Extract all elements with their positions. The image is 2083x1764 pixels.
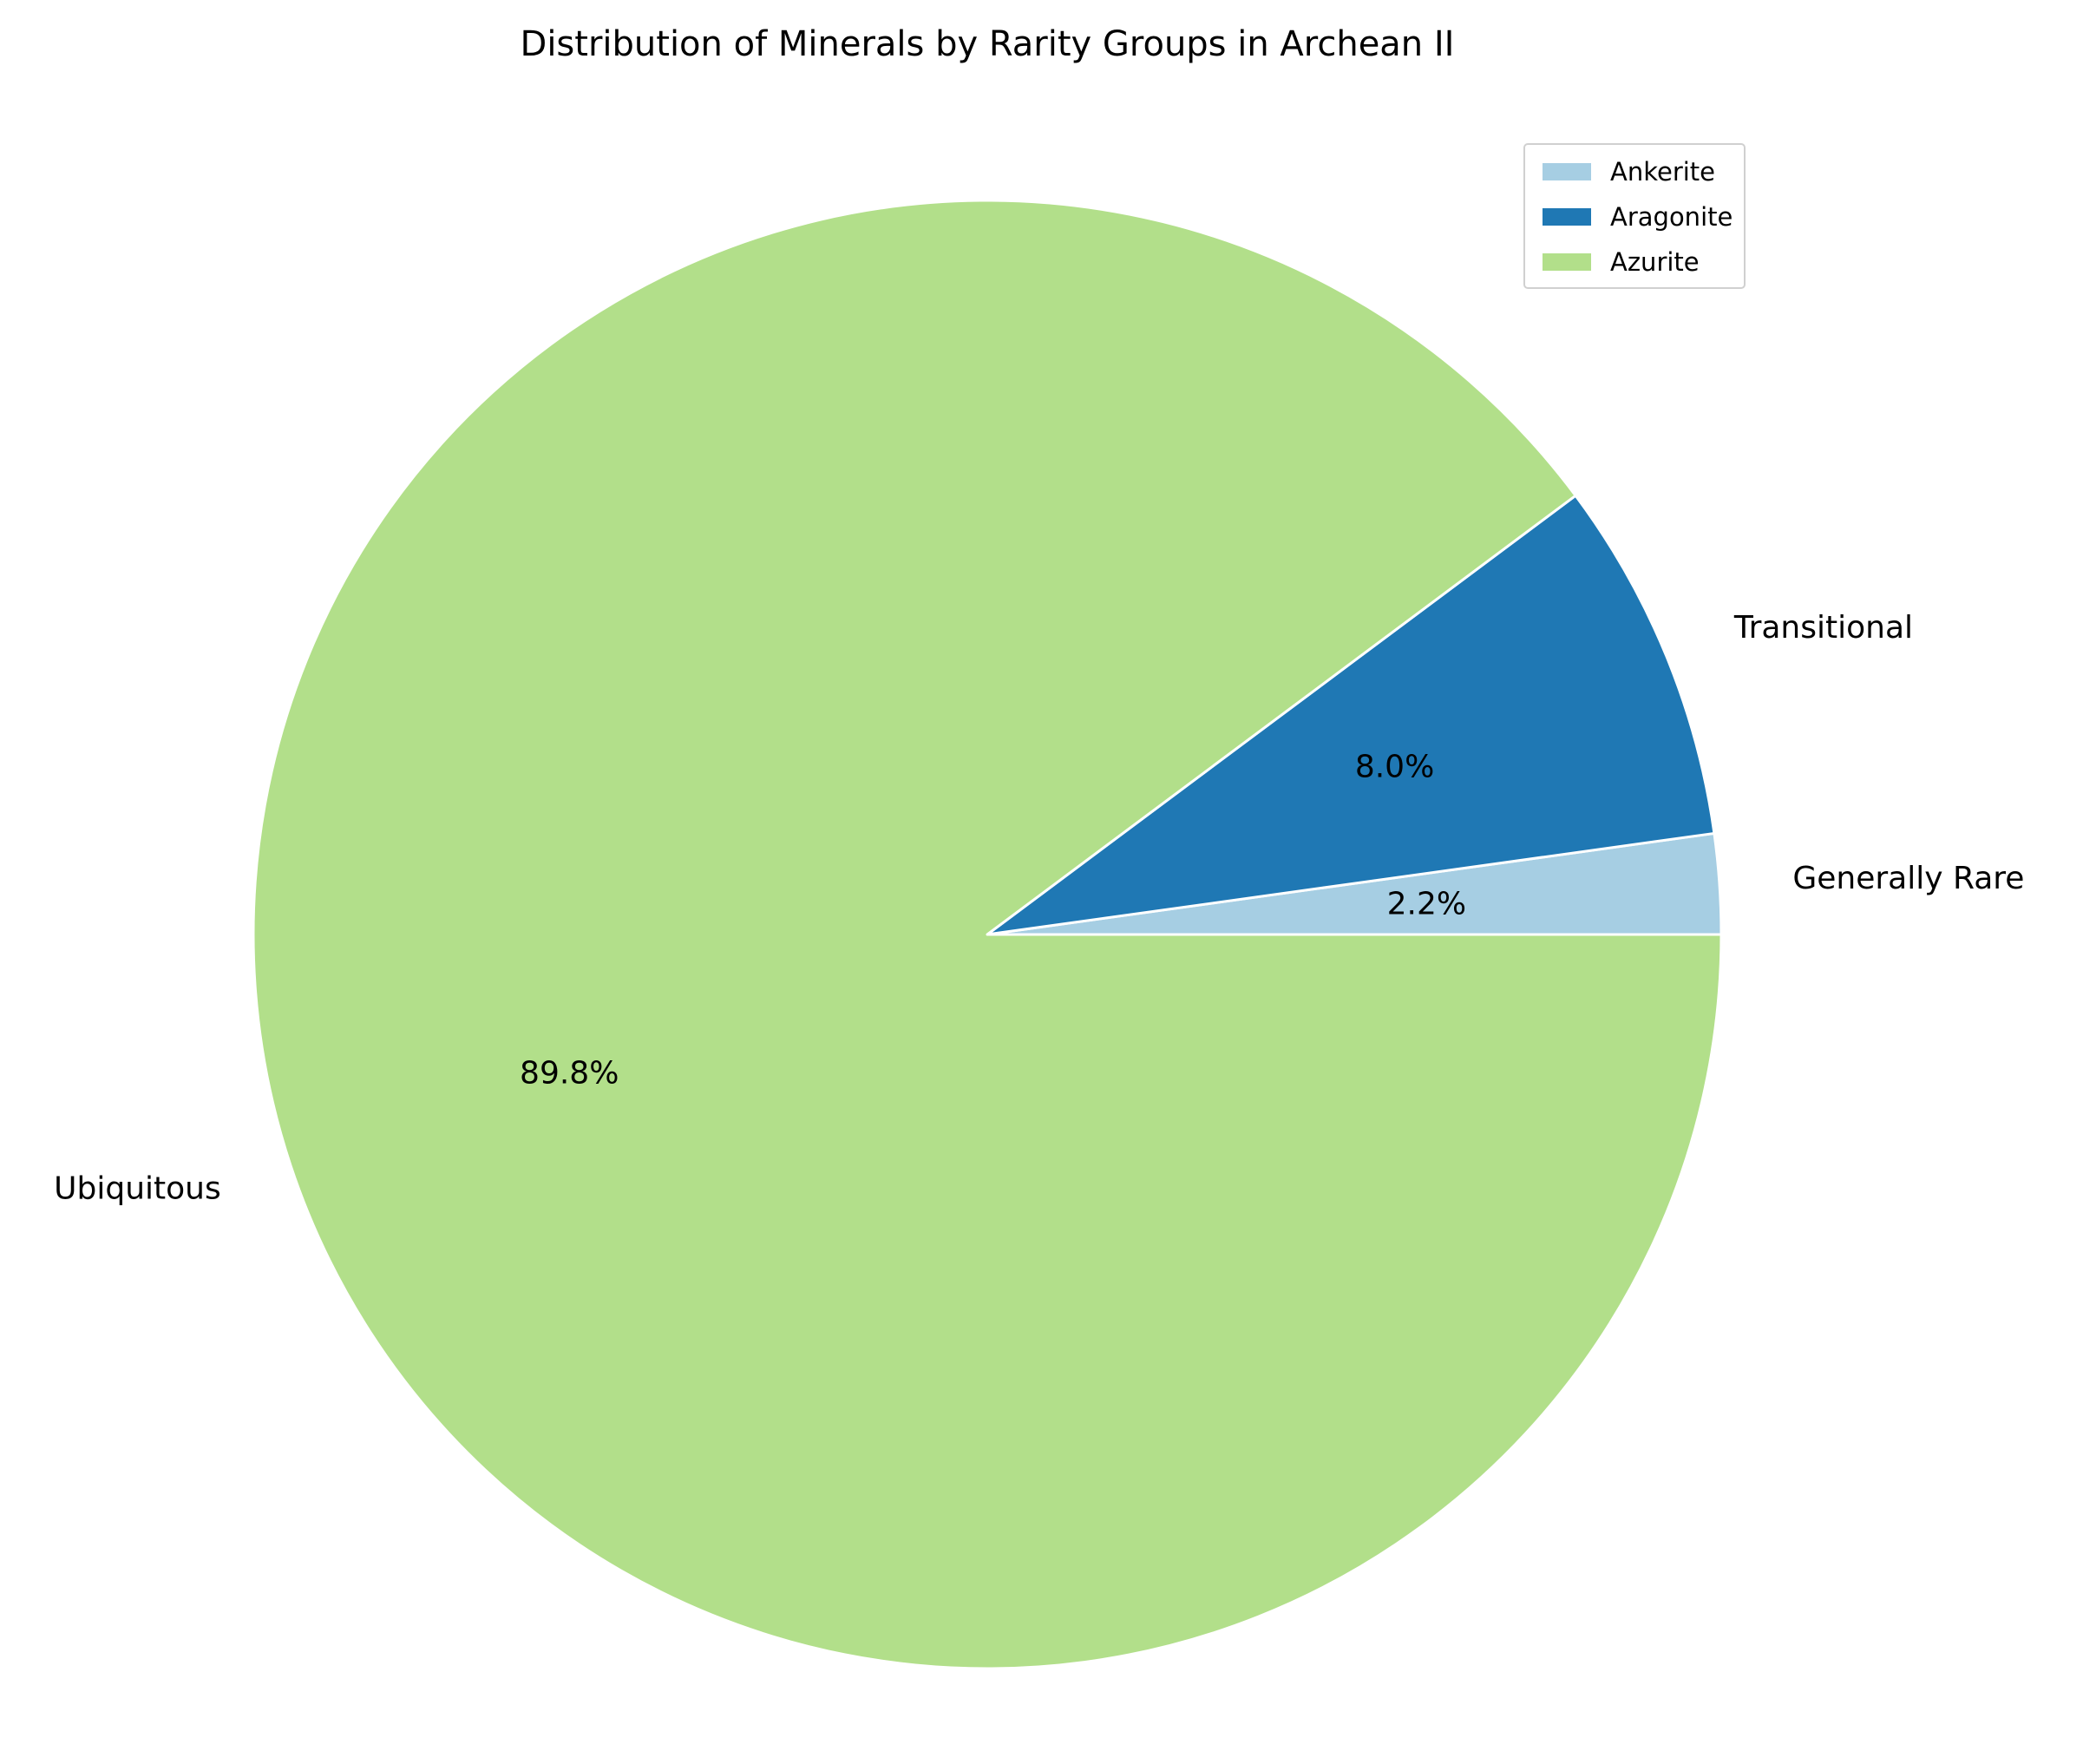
legend-swatch-aragonite [1543, 208, 1591, 226]
legend-swatch-ankerite [1543, 163, 1591, 180]
legend-label-ankerite: Ankerite [1610, 157, 1715, 187]
slice-label-generally-rare: Generally Rare [1792, 861, 2024, 896]
legend: Ankerite Aragonite Azurite [1523, 143, 1746, 289]
chart-title: Distribution of Minerals by Rarity Group… [521, 24, 1455, 64]
labels-layer: Generally Rare 2.2% Transitional 8.0% Ubiqui… [54, 610, 2024, 1207]
percent-label-ubiquitous: 89.8% [520, 1055, 619, 1091]
percent-label-transitional: 8.0% [1355, 750, 1434, 785]
slice-label-transitional: Transitional [1733, 610, 1913, 646]
legend-label-aragonite: Aragonite [1610, 202, 1733, 232]
slices-layer [252, 199, 1723, 1670]
slice-label-ubiquitous: Ubiquitous [54, 1171, 221, 1207]
percent-label-generally-rare: 2.2% [1387, 886, 1466, 921]
legend-label-azurite: Azurite [1610, 247, 1700, 277]
legend-swatch-azurite [1543, 253, 1591, 271]
pie-slice-transitional [986, 494, 1716, 936]
pie-slice-ubiquitous [252, 199, 1723, 1670]
